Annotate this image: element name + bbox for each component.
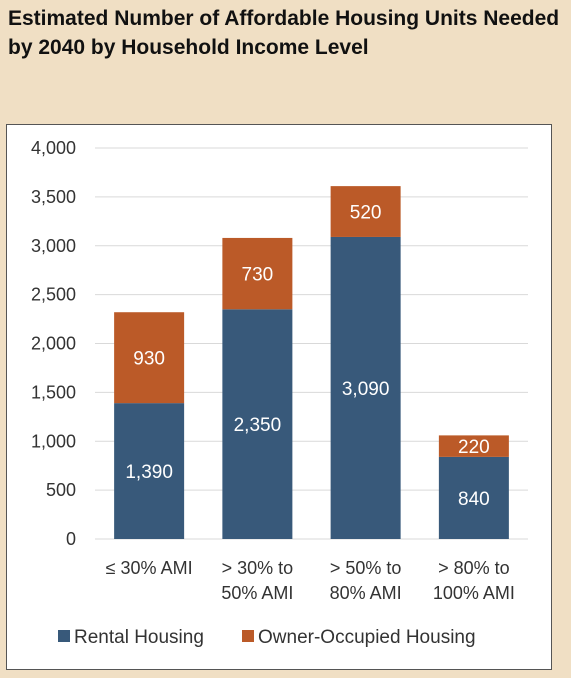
- data-label: 220: [458, 437, 490, 458]
- x-tick-label: > 50% to: [330, 558, 402, 578]
- bar-segment: [222, 237, 293, 310]
- y-tick-label: 2,500: [31, 285, 76, 305]
- x-tick-label: 50% AMI: [221, 583, 293, 603]
- bar-segment: [330, 186, 401, 237]
- bar-segment: [438, 435, 509, 457]
- y-tick-label: 1,500: [31, 382, 76, 402]
- y-tick-label: 0: [66, 529, 76, 549]
- x-tick-label: ≤ 30% AMI: [106, 558, 193, 578]
- x-tick-label: 80% AMI: [330, 583, 402, 603]
- y-tick-label: 1,000: [31, 431, 76, 451]
- data-label: 2,350: [234, 415, 282, 436]
- data-label: 1,390: [125, 462, 173, 483]
- data-label: 3,090: [342, 379, 390, 400]
- x-tick-label: > 80% to: [438, 558, 510, 578]
- legend-swatch: [58, 630, 70, 642]
- x-tick-label: 100% AMI: [433, 583, 515, 603]
- bar-segment: [114, 403, 185, 539]
- bar-segment: [438, 456, 509, 539]
- bar-segment: [330, 236, 401, 539]
- bar-segment: [222, 309, 293, 539]
- y-tick-label: 3,000: [31, 236, 76, 256]
- legend-label: Owner-Occupied Housing: [258, 627, 476, 648]
- y-tick-label: 3,500: [31, 187, 76, 207]
- legend-swatch: [242, 630, 254, 642]
- data-label: 730: [242, 265, 274, 286]
- y-tick-label: 500: [46, 480, 76, 500]
- y-tick-label: 2,000: [31, 334, 76, 354]
- legend-label: Rental Housing: [74, 627, 204, 648]
- y-tick-label: 4,000: [31, 138, 76, 158]
- data-label: 520: [350, 203, 382, 224]
- x-tick-label: > 30% to: [222, 558, 294, 578]
- chart-title: Estimated Number of Affordable Housing U…: [8, 7, 560, 59]
- bar-segment: [114, 312, 185, 404]
- data-label: 930: [133, 349, 165, 370]
- data-label: 840: [458, 489, 490, 510]
